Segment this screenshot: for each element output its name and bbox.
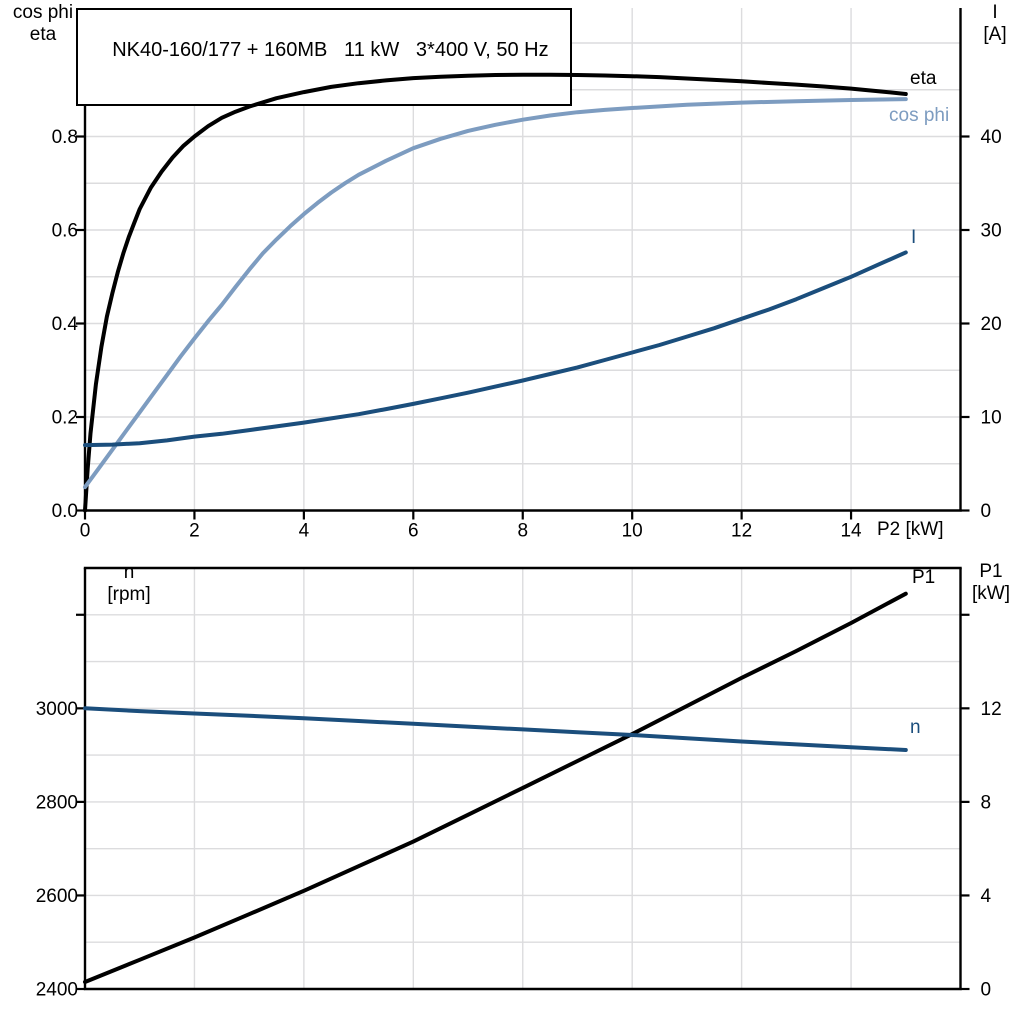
axis-title-cos-phi: cos phi <box>12 2 74 23</box>
left-tick-label: 0.6 <box>52 221 78 242</box>
axis-title-eta: eta <box>29 24 57 45</box>
curve-cos-phi <box>83 97 908 490</box>
left-tick-label: 2400 <box>36 980 78 1001</box>
right-tick-label: 12 <box>981 699 1002 720</box>
curve-label-n: n <box>910 717 921 738</box>
x-tick-label: 10 <box>622 521 643 542</box>
x-tick-label: 0 <box>80 521 91 542</box>
left-tick-label: 0.4 <box>52 314 79 335</box>
left-tick-label: 0.0 <box>52 501 78 522</box>
top-right-axis-title: I [A] <box>966 2 1024 46</box>
left-tick-label: 2800 <box>36 792 78 813</box>
right-tick-label: 4 <box>981 886 992 907</box>
right-tick-label: 30 <box>981 221 1002 242</box>
right-tick-label: 0 <box>981 501 992 522</box>
curve-label-P1: P1 <box>912 567 935 588</box>
chart1-ticks: 2400 2600 2800 3000 0 4 8 12 <box>36 613 1002 1001</box>
x-tick-label: 8 <box>517 521 528 542</box>
x-tick-label: 12 <box>731 521 752 542</box>
chart0-ticks: 0.0 0.2 0.4 0.6 0.8 0 10 20 30 40 0 2 4 6 8 10 12 14 <box>52 127 1002 542</box>
bottom-right-axis-title: P1 [kW] <box>960 561 1022 605</box>
chart0-series: eta cos phi I <box>83 68 949 513</box>
x-axis-unit-label: P2 [kW] <box>877 519 944 540</box>
curve-I <box>83 250 908 448</box>
left-tick-label: 2600 <box>36 886 78 907</box>
curve-label-I: I <box>911 227 916 248</box>
x-tick-label: 14 <box>840 521 862 542</box>
right-tick-label: 40 <box>981 127 1002 148</box>
curve-eta <box>83 72 908 513</box>
right-tick-label: 20 <box>981 314 1002 335</box>
curve-n <box>83 706 908 752</box>
right-tick-label: 10 <box>981 408 1002 429</box>
chart1-series: P1 n <box>83 567 935 984</box>
axis-title-current-unit: [A] <box>983 24 1007 45</box>
x-tick-label: 4 <box>299 521 310 542</box>
chart1-axes <box>83 566 962 991</box>
axis-title-p1: P1 <box>979 561 1003 582</box>
top-left-axis-title: cos phi eta <box>4 2 82 46</box>
axis-title-current: I <box>992 2 998 23</box>
right-tick-label: 8 <box>981 792 992 813</box>
x-tick-label: 6 <box>408 521 419 542</box>
chart1-grid <box>85 568 961 989</box>
curve-label-eta: eta <box>910 68 937 89</box>
x-tick-label: 2 <box>189 521 200 542</box>
right-tick-label: 0 <box>981 980 992 1001</box>
chart-title: NK40-160/177 + 160MB 11 kW 3*400 V, 50 H… <box>112 39 549 61</box>
curve-P1 <box>83 591 908 984</box>
axis-title-p1-unit: [kW] <box>972 583 1010 604</box>
axis-title-speed-unit: [rpm] <box>107 584 151 605</box>
bottom-left-axis-title: n [rpm] <box>88 562 170 606</box>
left-tick-label: 3000 <box>36 699 78 720</box>
curve-label-cos-phi: cos phi <box>889 105 949 126</box>
axis-title-speed: n <box>123 562 135 583</box>
left-tick-label: 0.8 <box>52 127 78 148</box>
left-tick-label: 0.2 <box>52 408 78 429</box>
